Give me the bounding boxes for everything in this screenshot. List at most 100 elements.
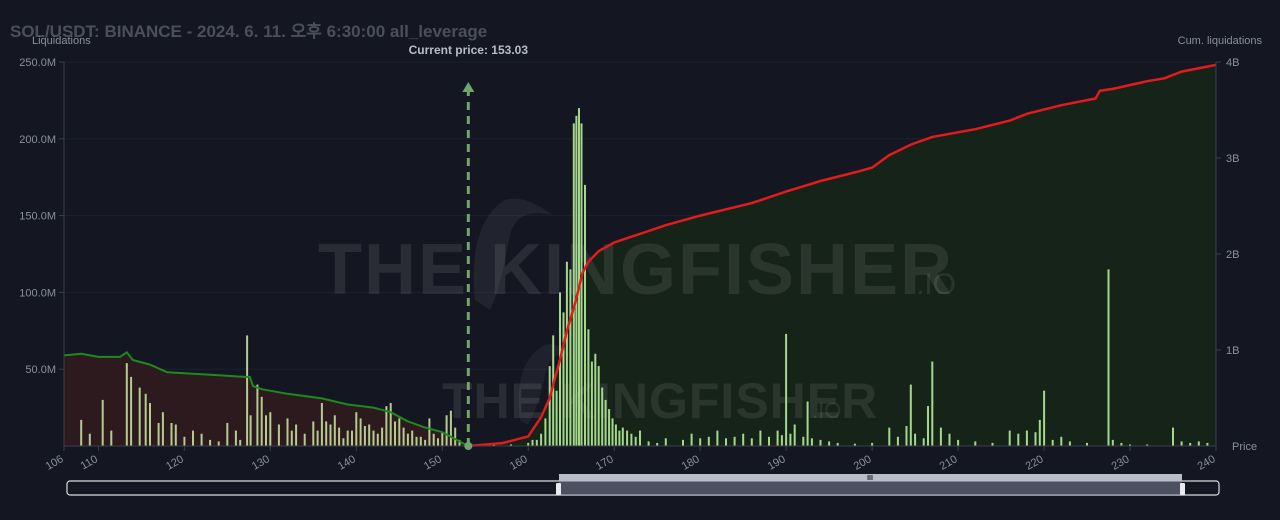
- liquidation-bar: [269, 412, 272, 446]
- liquidation-bar: [819, 439, 822, 446]
- liquidation-bar: [249, 415, 252, 446]
- liquidation-bar: [209, 439, 212, 446]
- navigator-top-bar[interactable]: [559, 474, 1182, 481]
- liquidation-bar: [802, 436, 805, 446]
- liquidation-bar: [1111, 439, 1114, 446]
- liquidation-bar: [260, 396, 263, 446]
- y-tick-label: 150.0M: [19, 211, 56, 223]
- liquidation-bar: [590, 361, 593, 446]
- liquidation-bar: [381, 427, 384, 446]
- liquidation-bar: [149, 403, 151, 446]
- liquidation-bar: [540, 433, 543, 446]
- navigator-left-handle[interactable]: [556, 483, 561, 495]
- liquidation-bar: [329, 424, 332, 446]
- liquidation-bar: [389, 403, 392, 446]
- liquidation-bar: [974, 441, 977, 446]
- x-tick-label: 190: [766, 453, 788, 473]
- range-navigator[interactable]: III: [66, 474, 1220, 496]
- liquidation-bar: [614, 424, 617, 446]
- cum-short-line: [63, 350, 469, 447]
- liquidation-bar: [125, 363, 128, 446]
- x-tick-label: 120: [164, 453, 186, 473]
- liquidation-bar: [234, 430, 237, 446]
- liquidation-bar: [320, 403, 323, 446]
- liquidation-bar: [630, 433, 633, 446]
- liquidation-bar: [957, 439, 960, 446]
- liquidation-bar: [931, 361, 934, 446]
- liquidation-bar: [1068, 441, 1071, 446]
- liquidation-bar: [1189, 442, 1192, 446]
- x-tick-label: 200: [852, 453, 874, 473]
- liquidation-bar: [559, 292, 561, 446]
- liquidation-bar: [338, 427, 341, 446]
- y-axis-title: Liquidations: [32, 35, 91, 47]
- y2-axis-title: Cum. liquidations: [1177, 35, 1262, 47]
- liquidation-bar: [914, 433, 917, 446]
- liquidation-bar: [647, 441, 650, 446]
- liquidation-bar: [939, 427, 942, 446]
- liquidation-bar: [905, 426, 908, 446]
- liquidation-bar: [88, 433, 91, 446]
- liquidation-bar: [415, 436, 418, 446]
- liquidation-bar: [1206, 442, 1209, 446]
- cum-long-area: [468, 64, 1216, 447]
- kingfisher-bird-icon: [473, 198, 552, 310]
- liquidation-bar: [192, 430, 194, 446]
- liquidation-bar: [565, 261, 568, 446]
- liquidation-bar: [569, 269, 572, 446]
- liquidation-bar: [80, 419, 83, 446]
- liquidation-bar: [806, 401, 809, 446]
- liquidation-bar: [733, 436, 736, 446]
- liquidation-bar: [239, 439, 242, 446]
- liquidation-bar: [608, 409, 611, 446]
- liquidation-bar: [810, 438, 813, 446]
- liquidation-bar: [130, 376, 133, 446]
- navigator-right-handle[interactable]: [1180, 483, 1185, 495]
- liquidation-bar: [454, 427, 457, 446]
- liquidation-bar: [316, 430, 319, 446]
- y2-tick-label: 3B: [1226, 153, 1239, 165]
- liquidation-bar: [295, 424, 298, 446]
- liquidation-bar: [896, 436, 899, 446]
- liquidation-bar: [458, 439, 461, 446]
- liquidation-bar: [888, 427, 891, 446]
- liquidation-bar: [342, 438, 345, 446]
- liquidation-bar: [639, 430, 641, 446]
- liquidation-bar: [690, 433, 693, 446]
- liquidation-bar: [1197, 441, 1200, 446]
- liquidation-bar: [707, 436, 710, 446]
- x-tick-label: 106: [44, 453, 66, 473]
- liquidation-bar: [385, 406, 388, 446]
- x-tick-label: 170: [594, 453, 616, 473]
- liquidation-bar: [424, 439, 427, 446]
- y-tick-label: 100.0M: [19, 287, 56, 299]
- liquidation-bar: [183, 436, 186, 446]
- y-tick-label: 250.0M: [19, 57, 56, 69]
- liquidation-bar: [1034, 432, 1037, 446]
- liquidation-bar: [750, 438, 753, 446]
- liquidation-bar: [226, 423, 229, 446]
- liquidation-bar: [368, 424, 371, 446]
- liquidation-bar: [634, 436, 637, 446]
- x-axis-title: Price: [1232, 441, 1257, 453]
- x-tick-label: 210: [938, 453, 960, 473]
- liquidation-bar: [793, 424, 796, 446]
- liquidation-bar: [290, 430, 293, 446]
- watermark-text-large: THE KINGFISHER: [318, 230, 954, 310]
- liquidation-bar: [555, 390, 558, 446]
- liquidation-bar: [1107, 269, 1110, 446]
- liquidation-bar: [217, 441, 220, 446]
- liquidation-bar: [1172, 427, 1174, 446]
- liquidation-bar: [682, 439, 684, 446]
- liquidation-bar: [351, 430, 353, 446]
- liquidation-bar: [611, 418, 614, 446]
- x-tick-label: 150: [422, 453, 444, 473]
- navigator-grip-icon[interactable]: III: [867, 475, 873, 482]
- liquidation-bar: [449, 410, 452, 446]
- liquidation-bar: [432, 433, 435, 446]
- liquidation-bar: [355, 412, 358, 446]
- watermark-suffix-small: .IO: [812, 398, 841, 423]
